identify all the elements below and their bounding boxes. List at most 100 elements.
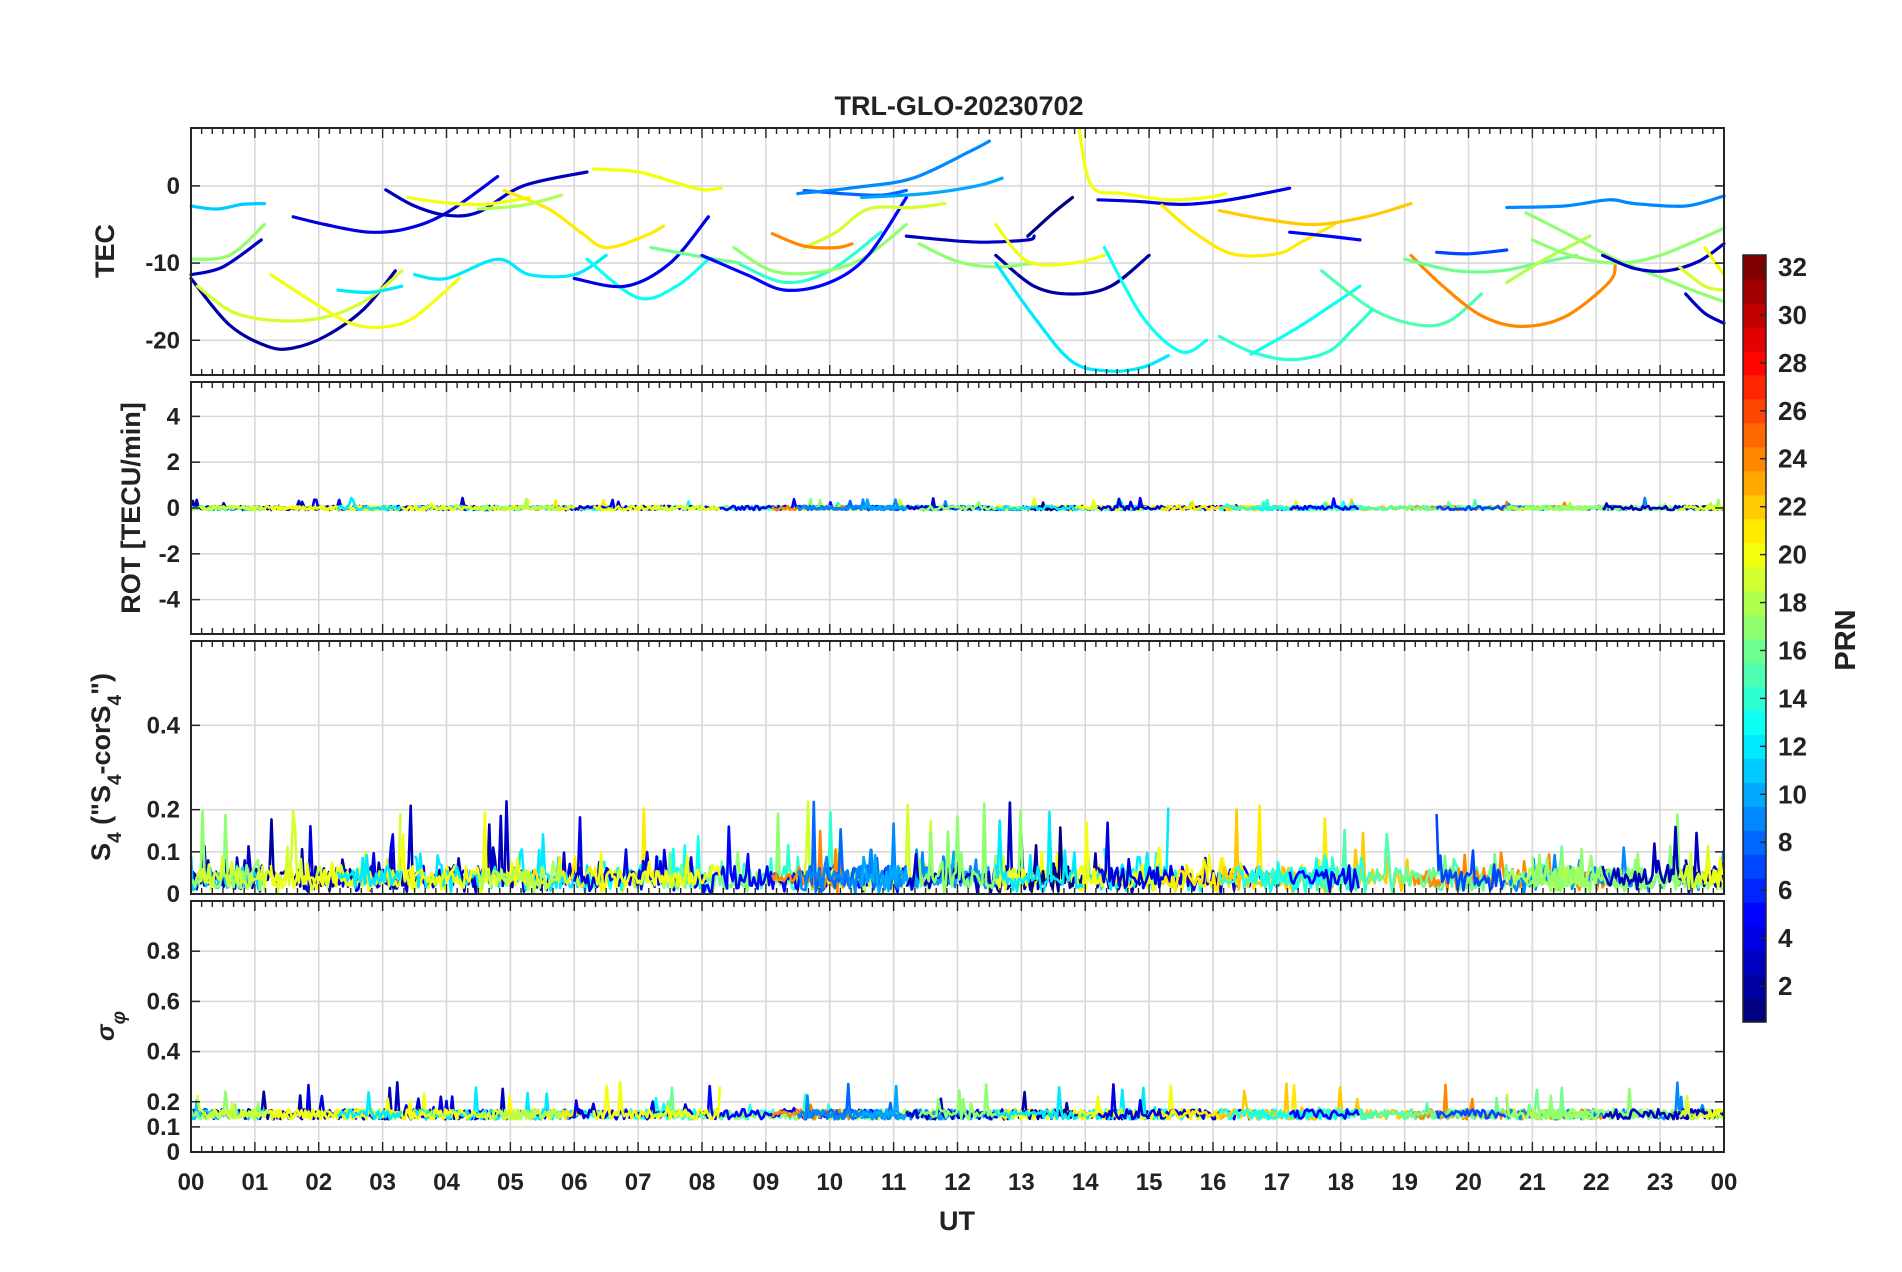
x-tick-label: 04 [433, 1169, 460, 1196]
tec-arc-prn-12 [994, 261, 1170, 373]
tec-arc-prn-9 [796, 139, 991, 196]
colorbar-tick-label: 20 [1778, 540, 1807, 570]
colorbar-cell-prn-26 [1743, 398, 1766, 424]
colorbar-cell-prn-27 [1743, 374, 1766, 400]
colorbar-cells [1743, 255, 1766, 1023]
x-axis-label: UT [939, 1206, 975, 1236]
colorbar-cell-prn-29 [1743, 326, 1766, 352]
colorbar-cell-prn-14 [1743, 686, 1766, 712]
rot-x-tick-marks [190, 382, 1725, 634]
sigma-trace-prn-20 [406, 1095, 530, 1121]
x-tick-label: 20 [1455, 1169, 1482, 1196]
x-tick-label: 08 [689, 1169, 716, 1196]
tec-arc-prn-3 [1684, 292, 1726, 325]
sigma-trace-prn-7 [1435, 1108, 1507, 1120]
colorbar-tick-label: 32 [1778, 252, 1807, 282]
tec-arc-prn-18 [476, 193, 564, 211]
colorbar-cell-prn-12 [1743, 734, 1766, 759]
colorbar-cell-prn-21 [1743, 518, 1766, 544]
x-tick-label: 22 [1583, 1169, 1610, 1196]
x-tick-label: 16 [1200, 1169, 1227, 1196]
panel-rot: -4 -2 0 2 4 ROT [TECU/min] [116, 381, 1725, 635]
y-tick-label: 0.4 [147, 1039, 181, 1066]
tec-arc-prn-17 [1530, 226, 1726, 265]
tec-arc-prn-11 [189, 202, 267, 211]
tec-arc-prn-24 [1409, 253, 1617, 329]
x-tick-label: 14 [1072, 1169, 1099, 1196]
tec-arc-prn-20 [1077, 126, 1228, 202]
tec-arc-prn-5 [1288, 230, 1362, 242]
colorbar-tick-label: 8 [1778, 827, 1792, 857]
s4-trace-prn-21 [503, 807, 664, 893]
y-tick-label: 0.8 [147, 938, 180, 965]
chart-title: TRL-GLO-20230702 [834, 91, 1083, 121]
colorbar-cell-prn-30 [1743, 302, 1766, 328]
tec-arc-prn-17 [917, 242, 1036, 269]
sigma-series [189, 1080, 1725, 1121]
s4-trace-prn-20 [592, 851, 722, 893]
x-tick-label: 00 [1711, 1169, 1738, 1196]
sigma-trace-prn-5 [1288, 1108, 1360, 1120]
colorbar-cell-prn-16 [1743, 638, 1766, 664]
tec-arc-prn-10 [860, 176, 1004, 200]
s4-x-tick-marks [190, 641, 1725, 894]
tec-arc-prn-18 [1505, 234, 1592, 284]
colorbar-tick-label: 28 [1778, 348, 1807, 378]
colorbar-cell-prn-13 [1743, 710, 1766, 735]
panel-s4: 00.10.20.4 S4 ("S4-corS4") [86, 640, 1725, 908]
s4-trace-prn-20 [1703, 856, 1724, 890]
rot-trace-prn-18 [477, 497, 562, 512]
tec-arc-prn-16 [1403, 253, 1579, 274]
panel-sigma: 00.10.20.40.60.8 σφ [92, 900, 1725, 1166]
colorbar-tick-label: 18 [1778, 588, 1807, 618]
tec-arc-prn-15 [1320, 269, 1483, 328]
colorbar-label: PRN [1830, 609, 1862, 670]
tec-arc-prn-21 [1160, 203, 1336, 258]
tec-arc-prn-20 [591, 167, 723, 192]
y-tick-label: 0.2 [147, 1089, 180, 1116]
sigma-trace-prn-20 [1703, 1108, 1724, 1120]
tec-arc-prn-12 [413, 253, 608, 281]
tec-arc-prn-14 [1217, 307, 1375, 362]
tec-arc-prn-24 [770, 232, 854, 250]
tec-series [189, 126, 1726, 373]
tec-x-tick-marks [190, 128, 1725, 375]
tec-arc-prn-20 [1703, 246, 1726, 277]
colorbar-box [1742, 254, 1767, 1023]
tec-arc-prn-20 [994, 222, 1106, 267]
y-tick-label: -10 [145, 250, 180, 277]
rot-trace-prn-20 [592, 504, 721, 512]
x-tick-label: 21 [1519, 1169, 1546, 1196]
tec-arc-prn-1 [1026, 195, 1075, 238]
colorbar-cell-prn-10 [1743, 782, 1766, 807]
x-tick-labels: 00 01 02 03 04 05 06 07 08 09 10 11 12 13 14 15 16 17 18 19… [178, 1169, 1738, 1196]
x-tick-label: 17 [1264, 1169, 1291, 1196]
colorbar-cell-prn-25 [1743, 422, 1766, 448]
colorbar-cell-prn-28 [1743, 350, 1766, 376]
colorbar-tick-label: 16 [1778, 635, 1807, 665]
colorbar-cell-prn-17 [1743, 614, 1766, 640]
tec-arc-prn-2 [189, 269, 397, 351]
panel-tec: -20 -10 0 TEC [90, 126, 1726, 376]
y-tick-label: 0.4 [147, 712, 181, 739]
colorbar-tick-label: 30 [1778, 300, 1807, 330]
y-tick-label: 0 [167, 1139, 180, 1166]
y-tick-label: -20 [145, 327, 180, 354]
rot-series [189, 496, 1725, 512]
colorbar-cell-prn-31 [1743, 278, 1766, 304]
y-tick-label: 0 [167, 173, 180, 200]
tec-y-ticks: -20 -10 0 [145, 173, 1724, 354]
s4-trace-prn-18 [477, 860, 563, 894]
colorbar-cell-prn-24 [1743, 446, 1766, 472]
x-tick-label: 11 [881, 1169, 906, 1196]
tec-arc-prn-12 [336, 284, 404, 295]
colorbar-tick-label: 14 [1778, 683, 1807, 713]
sigma-trace-prn-12 [337, 1091, 403, 1121]
tec-arc-prn-20 [406, 195, 532, 207]
y-tick-label: 0.1 [147, 1114, 180, 1141]
tec-arc-prn-17 [189, 222, 267, 261]
s4-y-ticks: 0 0.1 0.2 0.4 [147, 712, 1724, 908]
tec-arc-prn-22 [1217, 202, 1413, 227]
